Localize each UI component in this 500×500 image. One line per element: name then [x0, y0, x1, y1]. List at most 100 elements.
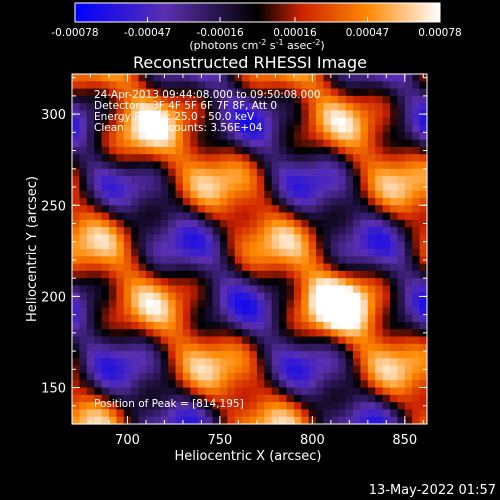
heatmap-cell: [404, 394, 413, 403]
heatmap-cell: [375, 394, 384, 403]
heatmap-cell: [160, 372, 169, 381]
heatmap-cell: [190, 329, 199, 338]
heatmap-cell: [390, 110, 399, 119]
heatmap-cell: [175, 321, 184, 330]
heatmap-cell: [219, 380, 228, 389]
heatmap-cell: [360, 241, 369, 250]
heatmap-cell: [219, 292, 228, 301]
heatmap-cell: [131, 336, 140, 345]
heatmap-cell: [279, 74, 288, 82]
heatmap-cell: [264, 81, 273, 90]
heatmap-cell: [375, 416, 384, 425]
heatmap-cell: [197, 219, 206, 228]
heatmap-cell: [293, 219, 302, 228]
heatmap-cell: [264, 103, 273, 112]
heatmap-cell: [219, 256, 228, 265]
heatmap-cell: [397, 88, 406, 97]
heatmap-cell: [404, 270, 413, 279]
heatmap-cell: [219, 249, 228, 257]
heatmap-cell: [330, 321, 339, 330]
heatmap-cell: [212, 409, 221, 418]
heatmap-cell: [382, 314, 391, 323]
heatmap-cell: [153, 132, 162, 141]
heatmap-cell: [175, 103, 184, 112]
heatmap-cell: [345, 307, 354, 316]
heatmap-cell: [145, 197, 154, 206]
heatmap-cell: [360, 205, 369, 214]
heatmap-cell: [338, 132, 347, 141]
heatmap-cell: [345, 321, 354, 330]
heatmap-cell: [219, 416, 228, 425]
heatmap-cell: [160, 125, 169, 133]
heatmap-cell: [145, 74, 154, 82]
heatmap-cell: [153, 95, 162, 104]
heatmap-cell: [316, 168, 325, 177]
heatmap-cell: [308, 227, 317, 236]
heatmap-cell: [101, 402, 110, 411]
heatmap-cell: [397, 146, 406, 155]
heatmap-cell: [367, 183, 376, 192]
heatmap-cell: [153, 110, 162, 119]
heatmap-cell: [153, 249, 162, 257]
heatmap-cell: [293, 146, 302, 155]
heatmap-cell: [360, 132, 369, 141]
heatmap-cell: [72, 212, 80, 221]
heatmap-cell: [160, 176, 169, 184]
heatmap-cell: [264, 394, 273, 403]
heatmap-cell: [205, 205, 214, 214]
heatmap-cell: [242, 292, 251, 301]
heatmap-cell: [301, 197, 310, 206]
heatmap-cell: [153, 74, 162, 82]
heatmap-cell: [86, 168, 95, 177]
heatmap-cell: [404, 249, 413, 257]
heatmap-cell: [390, 336, 399, 345]
heatmap-cell: [279, 329, 288, 338]
heatmap-cell: [412, 365, 421, 374]
heatmap-cell: [390, 125, 399, 133]
heatmap-cell: [160, 241, 169, 250]
heatmap-cell: [123, 343, 132, 352]
heatmap-cell: [286, 343, 295, 352]
heatmap-cell: [404, 154, 413, 163]
heatmap-cell: [131, 205, 140, 214]
heatmap-cell: [353, 234, 362, 243]
heatmap-cell: [308, 372, 317, 381]
heatmap-cell: [390, 103, 399, 112]
heatmap-cell: [419, 81, 428, 90]
heatmap-cell: [234, 125, 243, 133]
heatmap-cell: [293, 81, 302, 90]
heatmap-cell: [145, 103, 154, 112]
heatmap-cell: [316, 387, 325, 396]
heatmap-cell: [316, 278, 325, 287]
heatmap-cell: [345, 227, 354, 236]
heatmap-cell: [345, 394, 354, 403]
heatmap-cell: [301, 256, 310, 265]
heatmap-cell: [242, 74, 251, 82]
heatmap-cell: [301, 358, 310, 367]
heatmap-cell: [323, 212, 332, 221]
heatmap-cell: [338, 219, 347, 228]
heatmap-cell: [108, 343, 117, 352]
heatmap-cell: [145, 372, 154, 381]
heatmap-cell: [205, 351, 214, 359]
heatmap-cell: [367, 300, 376, 308]
heatmap-cell: [264, 125, 273, 133]
heatmap-cell: [205, 358, 214, 367]
heatmap-cell: [345, 249, 354, 257]
heatmap-cell: [116, 234, 125, 243]
heatmap-cell: [271, 227, 280, 236]
heatmap-cell: [123, 329, 132, 338]
heatmap-cell: [242, 132, 251, 141]
heatmap-cell: [404, 278, 413, 287]
heatmap-cell: [404, 146, 413, 155]
heatmap-cell: [264, 321, 273, 330]
heatmap-cell: [286, 416, 295, 425]
heatmap-cell: [293, 263, 302, 272]
heatmap-cell: [212, 314, 221, 323]
heatmap-cell: [271, 292, 280, 301]
heatmap-cell: [101, 292, 110, 301]
heatmap-cell: [182, 380, 191, 389]
heatmap-cell: [131, 197, 140, 206]
heatmap-cell: [360, 321, 369, 330]
heatmap-cell: [131, 117, 140, 126]
